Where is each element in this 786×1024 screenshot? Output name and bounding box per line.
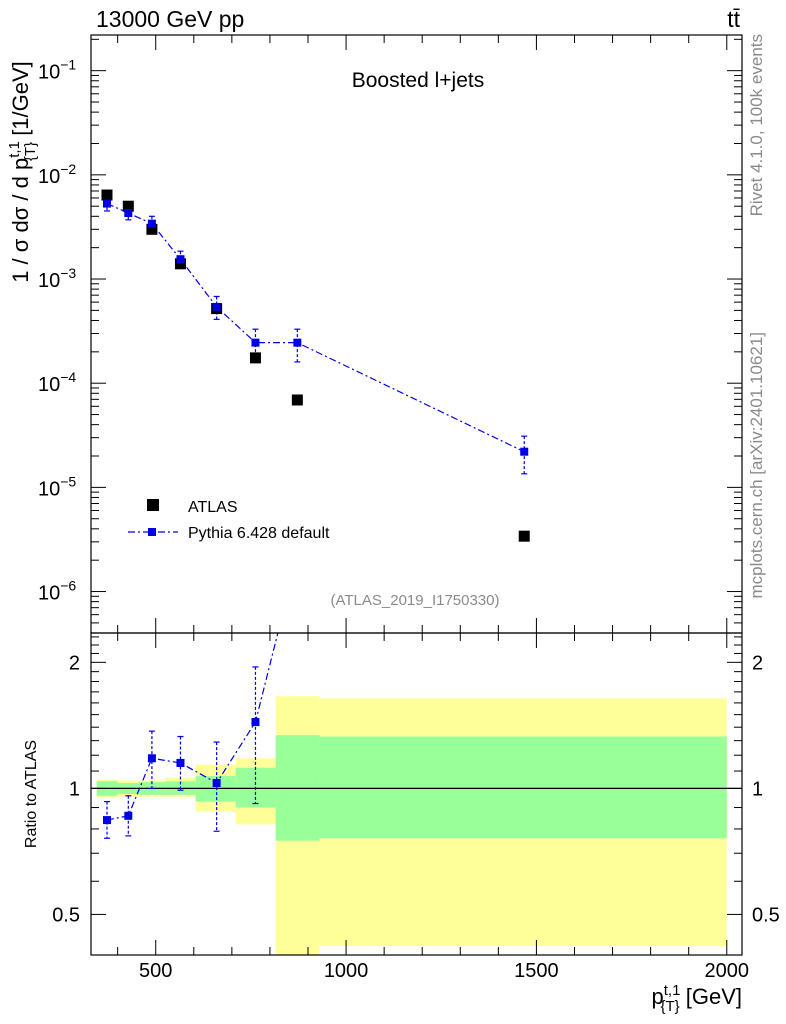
pythia-point: [102, 199, 111, 208]
main-x-ticks: [117, 35, 728, 633]
ratio-pythia-point: [176, 758, 185, 767]
x-axis-label: pt,1 {T} [GeV]: [652, 982, 742, 1015]
pythia-point: [520, 447, 529, 456]
ratio-plot-panel: 0.5 0.5 1 1 2 2 500 1000 1500 2000 Ratio to ATLA…: [23, 551, 780, 1015]
ratio-pythia-point: [293, 551, 301, 559]
ratio-x-ticks: 500 1000 1500 2000: [117, 633, 750, 982]
main-y-tick-label: 10−2: [38, 161, 76, 188]
pythia-point: [124, 209, 133, 218]
main-y-tick-label: 10−6: [38, 578, 76, 605]
atlas-point: [122, 200, 134, 212]
pythia-line: [106, 203, 525, 453]
ratio-y-tick-label: 0.5: [52, 904, 80, 926]
side-text-bottom: mcplots.cern.ch [arXiv:2401.10621]: [747, 332, 766, 598]
atlas-point: [174, 258, 186, 270]
main-series-layer: [101, 189, 530, 542]
ratio-plot-frame: [90, 632, 743, 956]
ratio-pythia-point: [124, 811, 133, 820]
ratio-pythia-point: [212, 778, 221, 787]
pythia-point: [293, 338, 302, 347]
pythia-point: [251, 338, 260, 347]
main-plot-frame: [90, 34, 743, 634]
analysis-label: (ATLAS_2019_I1750330): [330, 592, 499, 609]
ratio-pythia-point: [251, 718, 260, 727]
atlas-point: [146, 223, 158, 235]
inner-uncertainty-band: [319, 736, 727, 839]
ratio-y-tick-label-right: 2: [752, 652, 763, 674]
main-y-axis-label: 1 / σ dσ / d pt,1{T} [1/GeV]: [6, 61, 39, 283]
side-text-top: Rivet 4.1.0, 100k events: [747, 34, 766, 216]
legend-marker-pythia: [148, 528, 156, 536]
main-y-ticks: 10−6 10−5 10−4 10−3 10−2 10−1: [38, 38, 742, 634]
ratio-y-ticks: 0.5 0.5 1 1 2 2: [52, 636, 780, 956]
legend-label-pythia: Pythia 6.428 default: [188, 525, 330, 542]
legend-marker-atlas: [147, 499, 159, 511]
main-y-tick-label: 10−4: [38, 369, 76, 396]
atlas-point: [518, 530, 530, 542]
x-tick-label: 2000: [705, 960, 750, 982]
x-tick-label: 1000: [324, 960, 369, 982]
main-y-tick-label: 10−3: [38, 265, 76, 292]
uncertainty-bands: [96, 696, 727, 955]
ratio-series-layer: [102, 551, 301, 839]
x-tick-label: 1500: [514, 960, 559, 982]
atlas-point: [249, 352, 261, 364]
atlas-point: [291, 394, 303, 406]
plot-title: Boosted l+jets: [352, 69, 485, 92]
main-y-tick-label: 10−1: [38, 57, 76, 84]
main-plot-panel: 10−610−510−410−310−210−1 Boosted l+jets …: [6, 34, 743, 634]
header-left: 13000 GeV pp: [96, 6, 244, 32]
ratio-y-tick-label-right: 0.5: [752, 904, 780, 926]
ratio-y-axis-label: Ratio to ATLAS: [23, 740, 40, 848]
atlas-point: [101, 189, 113, 201]
pythia-point: [176, 255, 185, 264]
ratio-pythia-point: [102, 816, 111, 825]
pythia-point: [147, 219, 156, 228]
legend-label-atlas: ATLAS: [188, 499, 238, 516]
x-tick-label: 500: [139, 960, 172, 982]
ratio-y-tick-label: 1: [69, 778, 80, 800]
ratio-y-tick-label: 2: [69, 652, 80, 674]
ratio-y-tick-label-right: 1: [752, 778, 763, 800]
ratio-pythia-point: [147, 754, 156, 763]
pythia-point: [212, 302, 221, 311]
main-y-tick-label: 10−5: [38, 473, 76, 500]
legend: ATLAS Pythia 6.428 default: [128, 499, 330, 542]
header-right: tt̄: [727, 6, 740, 32]
